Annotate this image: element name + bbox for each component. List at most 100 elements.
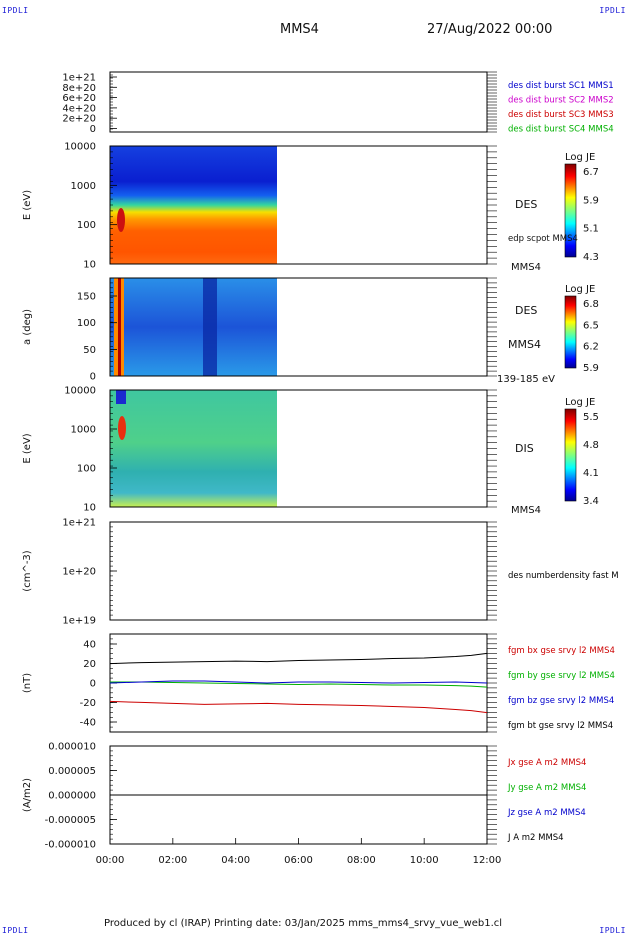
footer-credit: Produced by cl (IRAP) Printing date: 03/… [104,918,503,929]
y-tick-label-p2: 10000 [64,142,96,153]
corner-label-bottom-left: IPDLI [2,926,29,935]
y-tick-label-p6: -40 [80,718,96,729]
panel-bottom-label-p4: MMS4 [511,505,541,516]
y-tick-label-p7: 0.000005 [48,766,96,777]
y-tick-label-p1: 1e+21 [62,73,96,84]
legend-entry-p1: des dist burst SC3 MMS3 [508,110,614,120]
y-tick-label-p5: 1e+19 [62,616,96,627]
y-tick-label-p3: 0 [90,372,96,383]
x-tick-label: 04:00 [221,855,250,866]
des-pitch-hot-core [118,278,121,376]
panel-label-p2: DES [515,198,537,211]
panel-label-p3: DES [515,304,537,317]
colorbar-tick-p3: 6.5 [583,320,599,331]
y-axis-label-p4: E (eV) [22,433,33,463]
y-tick-label-p7: -0.000010 [45,840,96,851]
des-pitch-spectrogram [110,278,277,376]
colorbar-p4 [564,408,577,502]
y-tick-label-p6: 0 [90,679,96,690]
y-tick-label-p3: 50 [83,345,96,356]
legend-entry-p7: Jy gse A m2 MMS4 [507,783,586,793]
des-pitch-dark-band [203,278,217,376]
x-tick-label: 12:00 [473,855,502,866]
y-tick-label-p7: -0.000005 [45,815,96,826]
y-tick-label-p2: 1000 [71,181,96,192]
y-tick-label-p1: 2e+20 [62,114,96,125]
y-tick-label-p6: -20 [80,698,96,709]
colorbar-tick-p2: 5.9 [583,195,599,206]
panel-label-p4: DIS [515,442,534,455]
corner-label-top-left: IPDLI [2,6,29,15]
corner-label-top-right: IPDLI [599,6,626,15]
series-line-p6-0 [109,652,488,665]
colorbar-tick-p4: 4.1 [583,468,599,479]
legend-entry-p7: Jx gse A m2 MMS4 [507,758,586,768]
dis-energy-hot-spot [118,416,126,440]
y-tick-label-p1: 8e+20 [62,83,96,94]
panel-frame-p6 [109,633,488,733]
y-tick-label-p6: 20 [83,659,96,670]
y-axis-label-p2: E (eV) [22,190,33,220]
y-tick-label-p2: 10 [83,260,96,271]
colorbar-tick-p2: 5.1 [583,224,599,235]
y-tick-label-p7: 0.000000 [48,791,96,802]
colorbar-title-p3: Log JE [565,284,595,295]
corner-label-bottom-right: IPDLI [599,926,626,935]
series-line-p6-1 [109,700,488,714]
des-energy-spectrogram [110,146,277,264]
des-energy-hot-spot [117,208,125,232]
legend-entry-p7: J A m2 MMS4 [507,833,564,843]
legend-entry-p6: fgm bt gse srvy l2 MMS4 [508,721,613,731]
legend-entry-p6: fgm by gse srvy l2 MMS4 [508,671,615,681]
dis-energy-dark-band [116,390,126,404]
panel-sublabel-p2: edp scpot MMS4 [508,234,578,244]
x-tick-label: 08:00 [347,855,376,866]
panel-frame-p5 [109,521,488,621]
y-tick-label-p1: 4e+20 [62,103,96,114]
legend-entry-p6: fgm bz gse srvy l2 MMS4 [508,696,614,706]
legend-entry-p1: des dist burst SC1 MMS1 [508,81,614,91]
y-tick-label-p3: 100 [77,318,96,329]
y-axis-label-p7: (A/m2) [22,778,33,812]
series-line-p6-3 [109,680,488,684]
colorbar-tick-p2: 4.3 [583,252,599,263]
colorbar-tick-p4: 5.5 [583,412,599,423]
y-tick-label-p4: 100 [77,464,96,475]
colorbar-tick-p3: 6.2 [583,342,599,353]
y-tick-label-p1: 0 [90,124,96,135]
legend-entry-p1: des dist burst SC4 MMS4 [508,125,614,135]
panel-bottom-label-p3: 139-185 eV [497,374,555,385]
colorbar-tick-p2: 6.7 [583,167,599,178]
colorbar-p3 [564,295,577,369]
y-tick-label-p5: 1e+20 [62,567,96,578]
spacecraft-title: MMS4 [280,22,319,37]
y-tick-label-p3: 150 [77,292,96,303]
y-tick-label-p2: 100 [77,220,96,231]
x-tick-label: 02:00 [158,855,187,866]
y-axis-label-p5: (cm^-3) [22,550,33,591]
panel-sublabel-p3: MMS4 [508,338,541,351]
dis-energy-spectrogram [110,390,277,507]
colorbar-tick-p3: 6.8 [583,299,599,310]
colorbar-p2 [564,163,577,258]
colorbar-tick-p3: 5.9 [583,363,599,374]
panel-bottom-label-p2: MMS4 [511,262,541,273]
panel-frame-p1 [109,71,488,133]
y-tick-label-p4: 1000 [71,425,96,436]
y-tick-label-p5: 1e+21 [62,518,96,529]
date-title: 27/Aug/2022 00:00 [427,22,553,37]
y-axis-label-p6: (nT) [22,673,33,693]
y-tick-label-p4: 10000 [64,386,96,397]
y-tick-label-p7: 0.000010 [48,742,96,753]
y-axis-label-p3: a (deg) [22,309,33,345]
colorbar-tick-p4: 4.8 [583,440,599,451]
y-tick-label-p4: 10 [83,503,96,514]
colorbar-title-p2: Log JE [565,152,595,163]
y-tick-label-p6: 40 [83,640,96,651]
legend-entry-p5: des numberdensity fast M [508,571,619,581]
y-tick-label-p1: 6e+20 [62,93,96,104]
colorbar-title-p4: Log JE [565,397,595,408]
x-tick-label: 10:00 [410,855,439,866]
legend-entry-p1: des dist burst SC2 MMS2 [508,96,614,106]
